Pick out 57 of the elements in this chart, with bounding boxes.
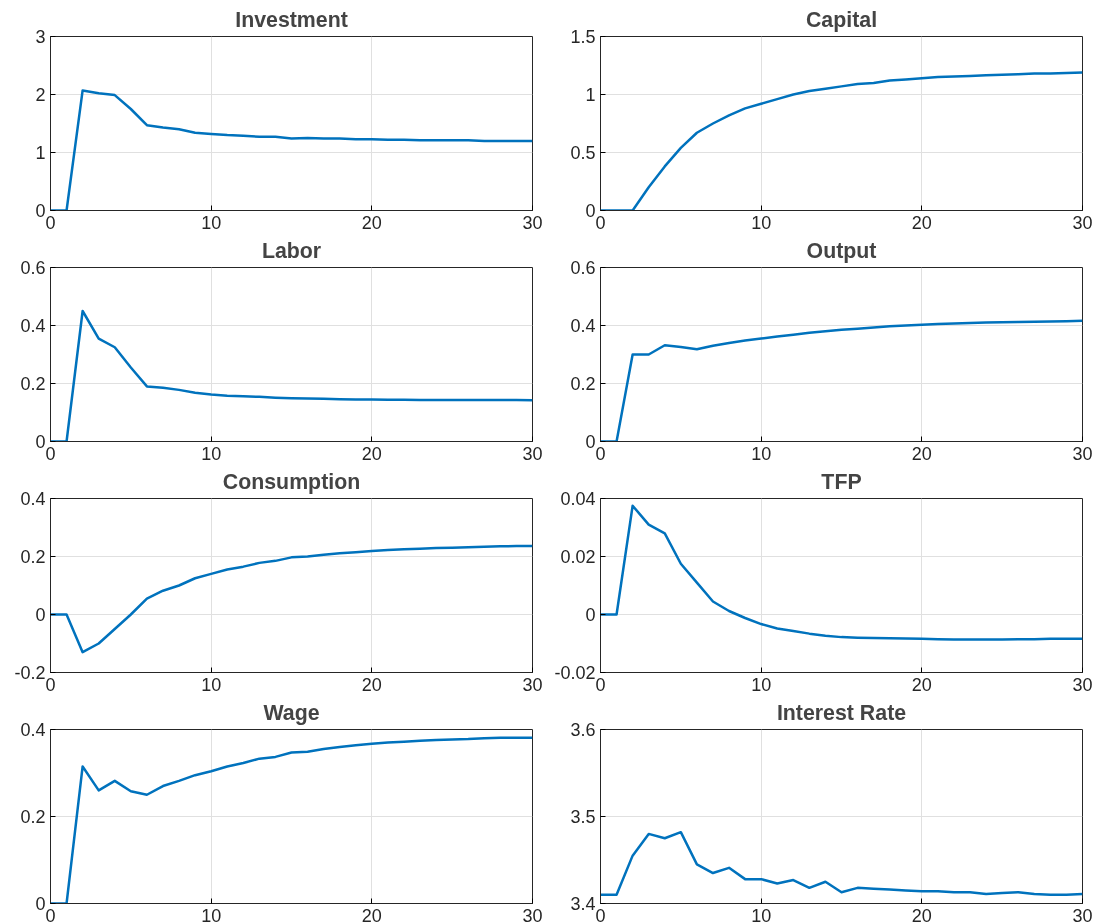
y-tick-label: 2 [35,85,46,105]
x-tick-label: 20 [911,674,932,695]
y-tick-label: 0 [35,605,46,625]
x-tick-label: 10 [751,674,772,695]
y-tick-label: -0.2 [14,663,46,683]
x-tick-label: 10 [751,212,772,233]
y-tick-label: 0.4 [20,720,46,740]
y-tick-label: 0.2 [570,374,596,394]
chart-title: Interest Rate [776,700,907,725]
y-tick-label: 0.2 [20,547,46,567]
chart-title: Wage [263,700,320,725]
y-tick-label: -0.02 [554,663,596,683]
y-tick-label: 0.2 [20,807,46,827]
y-tick-label: 0.2 [20,374,46,394]
y-tick-label: 0.4 [20,316,46,336]
chart-title: Output [806,238,877,263]
x-tick-label: 10 [201,443,222,464]
x-tick-label: 30 [522,212,543,233]
y-tick-label: 1.5 [570,27,596,47]
x-tick-label: 10 [751,443,772,464]
chart-title: Investment [235,7,348,32]
x-tick-label: 30 [1072,674,1093,695]
y-tick-label: 3.6 [570,720,596,740]
x-tick-label: 30 [1072,212,1093,233]
x-tick-label: 20 [361,212,382,233]
x-tick-label: 10 [751,905,772,924]
x-tick-label: 20 [911,212,932,233]
y-tick-label: 0.6 [570,258,596,278]
y-tick-label: 0.4 [20,489,46,509]
x-tick-label: 20 [361,905,382,924]
chart-title: Capital [805,7,878,32]
x-tick-label: 30 [1072,443,1093,464]
x-tick-label: 20 [361,674,382,695]
x-tick-label: 20 [361,443,382,464]
x-tick-label: 30 [522,905,543,924]
x-tick-label: 10 [201,212,222,233]
y-tick-label: 3.4 [570,894,596,914]
y-tick-label: 3.5 [570,807,596,827]
y-tick-label: 3 [35,27,46,47]
y-tick-label: 0.4 [570,316,596,336]
y-tick-label: 1 [35,143,46,163]
chart-title: Consumption [222,469,361,494]
x-tick-label: 10 [201,674,222,695]
x-tick-label: 30 [1072,905,1093,924]
x-tick-label: 10 [201,905,222,924]
y-tick-label: 0 [585,605,596,625]
x-tick-label: 20 [911,443,932,464]
y-tick-label: 0.6 [20,258,46,278]
x-tick-label: 30 [522,443,543,464]
chart-title: Labor [261,238,322,263]
y-tick-label: 0.02 [560,547,596,567]
x-tick-label: 30 [522,674,543,695]
chart-title: TFP [821,469,862,494]
y-tick-label: 0.5 [570,143,596,163]
y-tick-label: 0.04 [560,489,596,509]
y-tick-label: 1 [585,85,596,105]
x-tick-label: 20 [911,905,932,924]
